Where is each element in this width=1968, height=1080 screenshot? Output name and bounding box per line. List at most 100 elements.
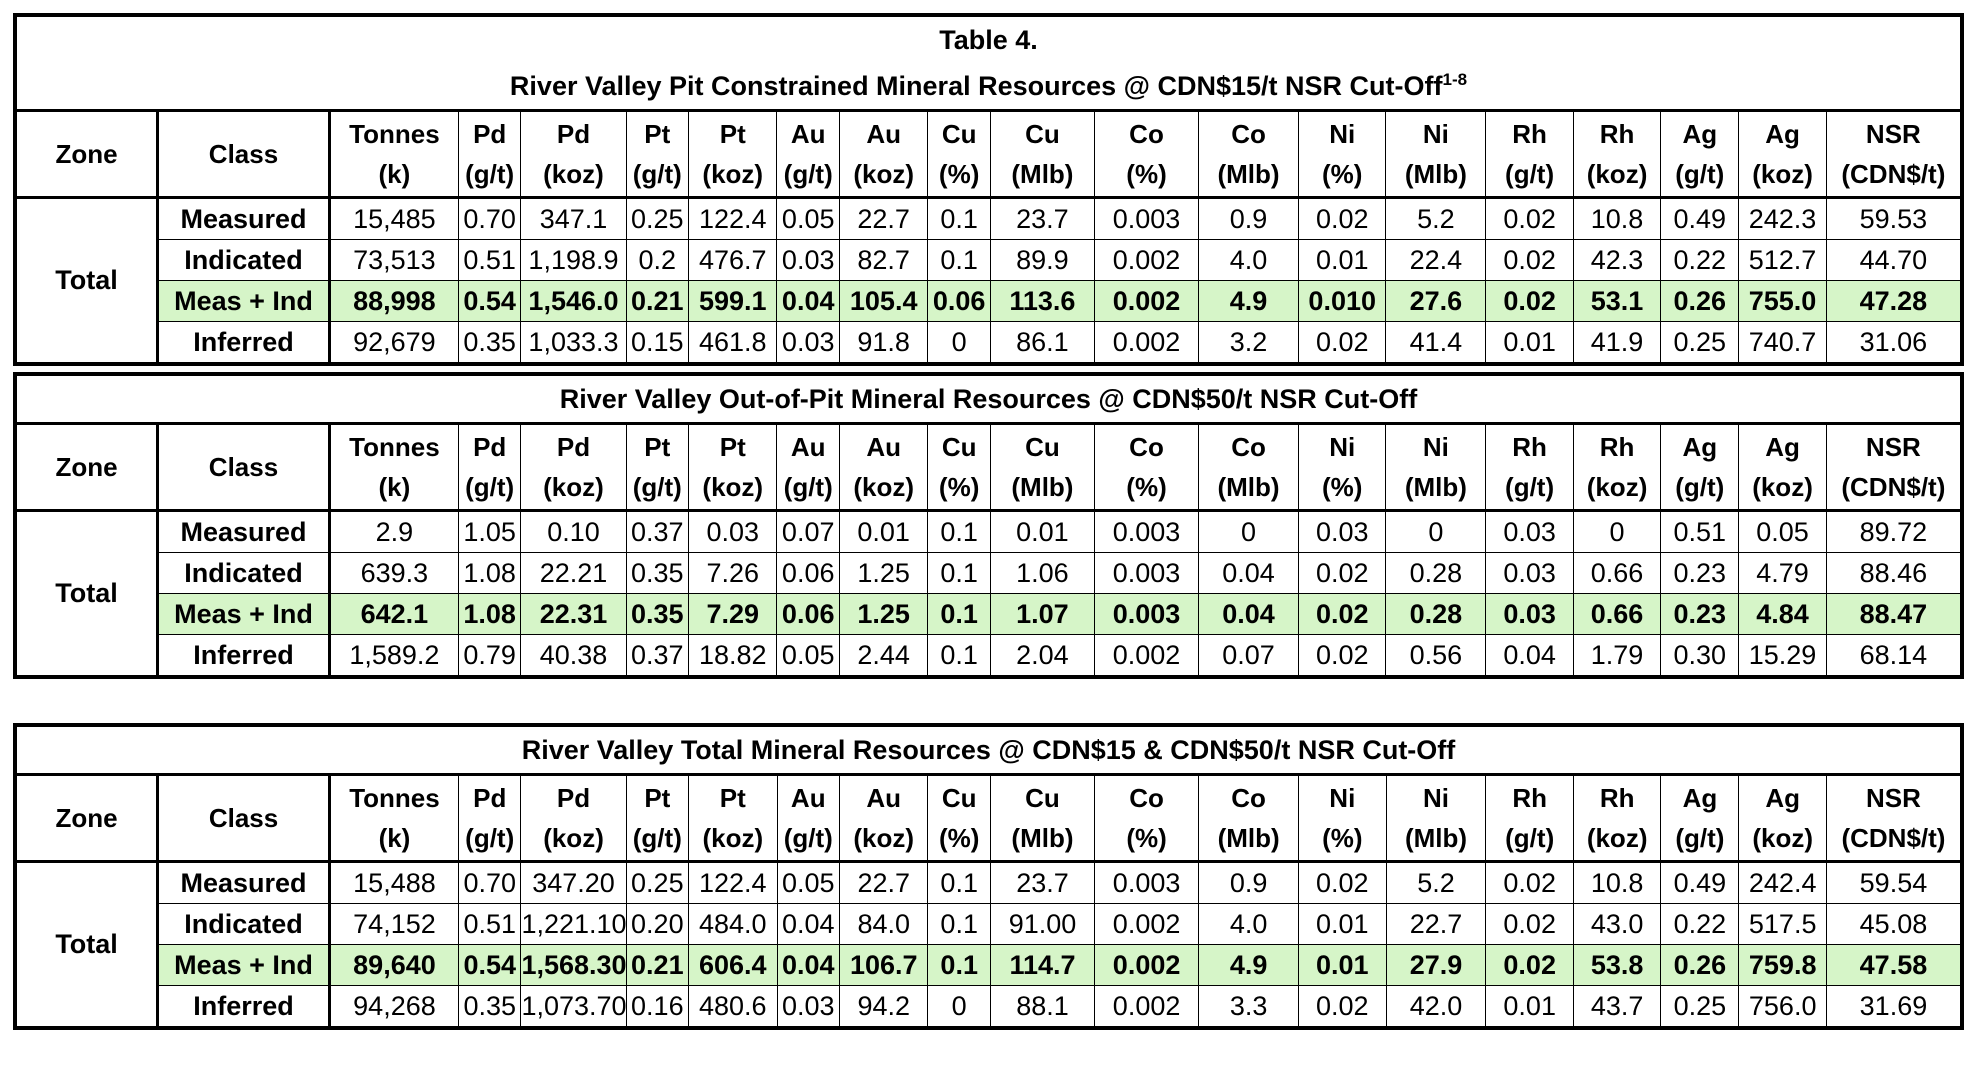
value-cell: 0.06 [776,593,840,635]
value-cell: 0.1 [927,197,991,240]
class-cell: Indicated [157,552,331,594]
header-label: Ni [1422,119,1449,149]
header-unit: (CDN$/t) [1841,472,1946,502]
table-title-line: River Valley Pit Constrained Mineral Res… [509,71,1443,101]
value-cell: 89,640 [328,944,460,986]
header-label: Tonnes [349,432,440,462]
value-cell: 0.51 [457,903,522,945]
value-cell: 0.002 [1094,985,1200,1029]
value-cell: 1.25 [838,593,929,635]
class-cell: Measured [157,510,331,553]
value-cell: 0.02 [1485,903,1574,945]
column-header: Cu (Mlb) [989,774,1096,863]
header-unit: (Mlb) [1011,472,1074,502]
value-cell: 0.1 [927,593,991,635]
header-label: Cu [941,783,977,813]
resource-table: Table 4. River Valley Pit Constrained Min… [13,13,1964,366]
value-cell: 2.9 [328,510,459,553]
header-unit: (%) [938,159,980,189]
header-label: Pt [719,432,746,462]
value-cell: 1,546.0 [520,280,627,322]
header-label: Cu [1025,119,1060,149]
value-cell: 484.0 [688,903,778,945]
value-cell: 4.84 [1738,593,1827,635]
value-cell: 0.06 [776,552,840,594]
column-header: Au (koz) [838,774,929,863]
value-cell: 242.4 [1738,861,1827,904]
header-label: Ag [1765,432,1800,462]
value-cell: 22.7 [1385,903,1487,945]
column-header: Pd (koz) [520,110,627,199]
value-cell: 0.35 [625,593,690,635]
header-label: Ag [1765,119,1800,149]
column-header: Ni (Mlb) [1385,423,1487,512]
header-label: Au [866,783,902,813]
value-cell: 0.1 [927,510,991,553]
value-cell: 44.70 [1825,239,1963,281]
header-label: Co [1129,783,1164,813]
class-cell: Inferred [157,321,331,365]
column-header: Co (Mlb) [1198,423,1299,512]
header-label: Cu [941,432,977,462]
header-label: Zone [55,803,118,833]
zone-cell: Total [14,197,160,365]
header-label: Pt [719,783,746,813]
header-label: Co [1129,119,1164,149]
column-header: Pt (koz) [687,110,778,199]
column-header: Zone [14,110,160,199]
class-cell: Inferred [157,985,331,1029]
header-label: Pd [556,783,591,813]
value-cell: 0.25 [625,197,690,240]
value-cell: 0.002 [1094,944,1200,986]
column-header: Ag (g/t) [1660,110,1740,199]
column-header: Pt (g/t) [625,110,690,199]
value-cell: 105.4 [838,280,929,322]
table-row: Indicated 74,152 0.51 1,221.10 0.20 484.0 0.04… [15,903,1963,945]
column-header: Rh (g/t) [1485,774,1574,863]
table-row: Inferred 92,679 0.35 1,033.3 0.15 461.8 0.03 91… [15,321,1963,365]
value-cell: 10.8 [1572,861,1662,904]
header-label: Pd [473,119,507,149]
value-cell: 42.0 [1385,985,1487,1029]
header-unit: (koz) [1586,159,1648,189]
value-cell: 59.53 [1825,197,1963,240]
header-unit: (g/t) [1675,823,1725,853]
value-cell: 1,073.70 [520,985,627,1029]
value-cell: 31.69 [1825,985,1963,1029]
value-cell: 2.04 [989,634,1095,678]
column-header: NSR (CDN$/t) [1825,110,1963,199]
resource-table: River Valley Total Mineral Resources @ C… [13,723,1964,1030]
value-cell: 94.2 [838,985,929,1029]
table-title-line: Table 4. [939,25,1038,55]
header-label: NSR [1865,432,1921,462]
header-unit: (g/t) [465,159,515,189]
table-row: Indicated 639.3 1.08 22.21 0.35 7.26 0.06 1.25 0… [15,552,1963,594]
column-header: Cu (Mlb) [989,423,1095,512]
table-title: River Valley Out-of-Pit Mineral Resource… [14,373,1963,425]
column-header: Pd (koz) [520,774,627,863]
value-cell: 480.6 [688,985,778,1029]
header-label: Rh [1599,119,1635,149]
value-cell: 0.05 [1738,510,1827,553]
column-header: Ag (koz) [1738,110,1827,199]
header-label: Au [866,432,902,462]
header-label: Class [208,452,279,482]
value-cell: 0.49 [1660,197,1740,240]
column-header: Au (g/t) [776,110,840,199]
header-label: Class [208,139,279,169]
header-label: NSR [1866,783,1921,813]
value-cell: 92,679 [328,321,459,365]
value-cell: 0.16 [625,985,690,1029]
column-header: Cu (%) [927,423,991,512]
value-cell: 0 [927,321,991,365]
header-unit: (koz) [853,823,915,853]
value-cell: 91.8 [838,321,929,365]
column-header: Au (koz) [838,110,929,199]
column-header: Pd (g/t) [457,110,522,199]
value-cell: 47.28 [1825,280,1963,322]
class-cell: Indicated [157,903,331,945]
value-cell: 0.25 [1660,985,1740,1029]
value-cell: 1.08 [457,593,522,635]
column-header: Ni (%) [1297,110,1387,199]
header-label: Rh [1599,432,1635,462]
